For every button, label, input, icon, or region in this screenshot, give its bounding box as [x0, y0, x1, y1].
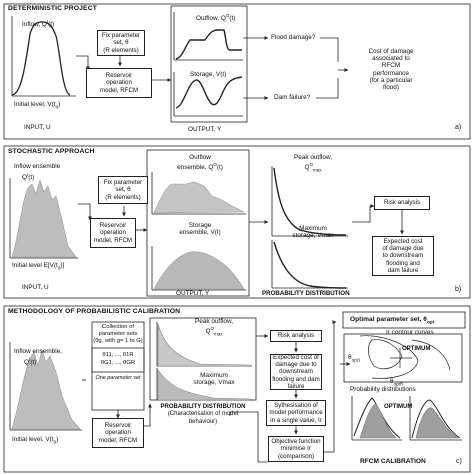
collection-text: Collection of parameter sets (θg, with g= …: [93, 324, 143, 344]
inflow-b-q: QI(t): [22, 172, 35, 182]
theta-matrix: θ11, ..., θ1R θG1, ..., θGR: [100, 352, 136, 366]
section-c-tag: c): [456, 458, 462, 465]
section-b-title: STOCHASTIC APPROACH: [8, 148, 95, 155]
inflow-b-ensemble: [11, 178, 77, 258]
inflow-a-axes: [11, 16, 76, 97]
optimal-box: [342, 311, 466, 329]
input-a: INPUT, U: [24, 124, 51, 131]
objective-box-c: Objective function minimise Ir (comparison…: [268, 436, 324, 462]
maxstor-c-distribution: [157, 369, 251, 401]
contour-frame: [343, 333, 463, 383]
theta-opt1: θopt1: [348, 354, 361, 363]
output-a: OUTPUT, Y: [188, 126, 222, 133]
prob-c2-axes: [409, 396, 462, 441]
inflow-a-label: Inflow, QI(t): [22, 19, 55, 29]
section-a-title: DETERMINISTIC PROJECT: [8, 5, 97, 12]
expected-box-c: Expected cost of damage due to downstream f…: [270, 354, 322, 390]
storage-b-axes: [151, 246, 246, 291]
section-b-frame: [3, 145, 471, 299]
cost-damage-text: Cost of damage associated to RFCM performan…: [368, 48, 414, 92]
prob-dist-b: PROBABILITY DISTRIBUTION: [262, 290, 350, 297]
storage-b-ensemble: [153, 251, 245, 290]
prob-dist-c: PROBABILITY DISTRIBUTION (Characterisati…: [160, 404, 246, 425]
section-b-tag: b): [455, 286, 462, 293]
optimal-param-label: Optimal parameter set, θopt: [350, 316, 435, 326]
peak-c-label: Peak outflow, QOmax: [194, 318, 233, 337]
storage-a-curve: [175, 76, 243, 109]
storage-a-label: Storage, V(t): [190, 71, 227, 78]
fix-param-box-b: Fix parameter set, θ (R elements): [98, 176, 148, 204]
optimum-label-2: OPTIMUM: [384, 404, 413, 410]
risk-box-b: Risk analysis: [374, 196, 430, 210]
outflow-a-curve: [175, 29, 242, 60]
theta-matrix-box: [91, 347, 145, 373]
rfcm-box-a: Reservoir operation model, RFCM: [86, 68, 152, 98]
inflow-c-axes: [9, 342, 82, 431]
expected-box-b: Expected cost of damage due to downstream f…: [372, 236, 434, 276]
initial-level-b: Initial level E[V(t0)]: [12, 262, 65, 271]
flood-damage-label: Flood damage?: [271, 34, 316, 41]
prob-dists-label: Probability distributions: [350, 386, 416, 393]
outflow-b-ensemble: [153, 181, 245, 214]
section-a-frame: [3, 3, 471, 140]
inflow-a-curve: [11, 21, 71, 96]
rfcm-calibration-label: RFCM CALIBRATION: [360, 458, 426, 465]
output-b: OUTPUT, Y: [176, 290, 210, 297]
initial-level-c: Initial level, V(t0): [12, 436, 59, 445]
input-b: INPUT, U: [22, 284, 49, 291]
inflow-c-q: QI(t): [24, 357, 37, 367]
storage-a-axes: [173, 72, 243, 117]
one-param-note: One parameter set: [95, 375, 141, 381]
theta-optR: θoptR: [390, 378, 404, 387]
outflow-a-label: Outflow, QO(t): [196, 13, 236, 23]
peak-b-label: Peak outflow, QOmax: [293, 154, 332, 173]
outflow-b-axes: [151, 172, 246, 215]
fix-param-box-a: Fix parameter set, θ (R elements): [97, 30, 145, 56]
risk-box-c: Risk analysis: [270, 330, 322, 342]
prob-c-fill: [359, 403, 459, 439]
rfcm-box-b: Reservoir operation model, RFCM: [90, 218, 136, 248]
outflow-a-axes: [173, 12, 243, 61]
inflow-c-ensemble: [11, 348, 81, 430]
section-c-frame: [3, 305, 471, 473]
initial-level-a: Initial level, V(t0): [14, 101, 61, 110]
peak-b-axes: [271, 166, 348, 237]
storage-b-label: Storage ensemble, V(t): [179, 222, 221, 237]
rfcm-box-c: Reservoir operation model, RFCM: [92, 418, 144, 448]
output-b-frame: [146, 149, 250, 297]
output-a-frame: [170, 5, 248, 123]
optimum-label-1: OPTIMUM: [402, 346, 431, 352]
section-c-title: METHODOLOGY OF PROBABILISTIC CALIBRATION: [8, 308, 181, 315]
peak-c-distribution: [157, 323, 251, 367]
maxstor-b-curve: [273, 241, 347, 289]
maxstor-b-label: Maximum storage, Vmax: [292, 225, 334, 240]
prob-c1-axes: [351, 396, 402, 441]
inflow-b-label: Inflow ensemble: [14, 163, 61, 170]
section-a-tag: a): [455, 124, 462, 131]
peak-b-curve: [273, 167, 347, 236]
dam-failure-label: Dam failure?: [274, 94, 311, 101]
synth-box-c: Sythesisation of model performance in a si…: [266, 400, 326, 426]
outflow-b-label: Outflow ensemble, QO(t): [177, 154, 223, 172]
contour-label: Ir contour curves: [386, 329, 434, 336]
maxstor-c-label: Maximum storage, Vmax: [193, 372, 235, 387]
inflow-c-label: Inflow ensemble,: [14, 348, 62, 355]
inflow-b-axes: [9, 178, 78, 259]
